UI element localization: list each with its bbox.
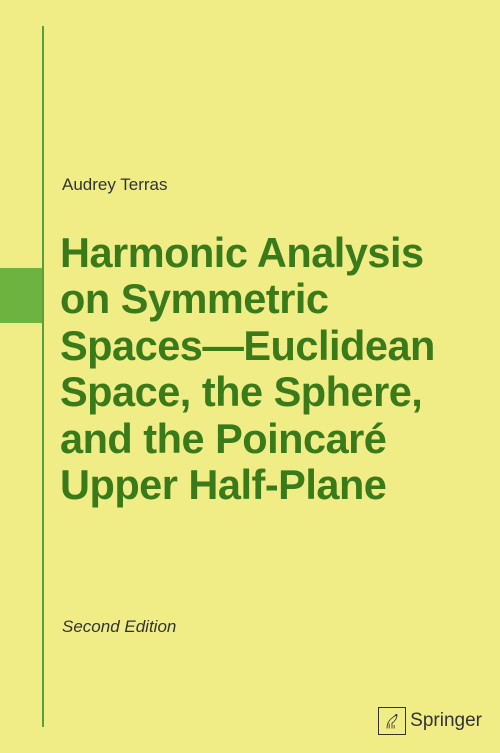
author-name: Audrey Terras: [62, 175, 168, 195]
edition-label: Second Edition: [62, 617, 176, 637]
publisher-name: Springer: [410, 710, 482, 732]
publisher-block: Springer: [378, 707, 482, 735]
accent-block: [0, 268, 42, 323]
book-title: Harmonic Analysis on Symmetric Spaces—Eu…: [60, 230, 465, 509]
vertical-rule: [42, 26, 44, 727]
springer-horse-icon: [378, 707, 406, 735]
